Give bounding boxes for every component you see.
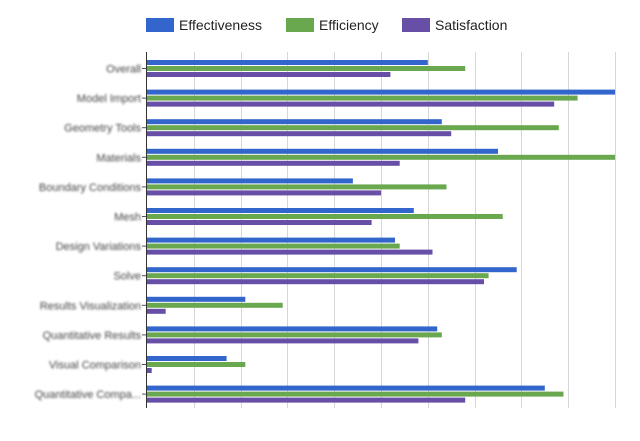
category-label: Quantitative Results xyxy=(43,330,142,342)
legend-item-0: Effectiveness xyxy=(146,17,262,33)
bar xyxy=(147,154,615,160)
y-axis xyxy=(142,52,147,408)
bar xyxy=(147,267,517,273)
legend-swatch xyxy=(146,18,174,32)
legend-item-2: Satisfaction xyxy=(402,17,507,33)
bar xyxy=(147,60,428,65)
legend-label: Efficiency xyxy=(319,17,379,33)
bar xyxy=(147,332,442,338)
bar xyxy=(147,391,564,397)
category-label: Results Visualization xyxy=(40,300,141,312)
bars xyxy=(147,60,615,403)
gridlines xyxy=(194,52,616,408)
bar xyxy=(147,101,555,107)
category-label: Model Import xyxy=(77,93,141,105)
bar xyxy=(147,385,545,391)
bar xyxy=(147,220,372,225)
bar xyxy=(147,302,283,308)
bar xyxy=(147,249,433,255)
legend: Effectiveness Efficiency Satisfaction xyxy=(146,17,507,33)
bar xyxy=(147,362,246,367)
category-label: Materials xyxy=(96,152,141,164)
bar xyxy=(147,243,400,249)
category-label: Mesh xyxy=(114,212,141,224)
legend-swatch xyxy=(286,18,314,32)
bar xyxy=(147,72,391,77)
bar xyxy=(147,214,503,219)
category-label: Quantitative Compa... xyxy=(35,389,141,401)
bar xyxy=(147,273,489,279)
bar xyxy=(147,184,447,190)
bar xyxy=(147,89,615,95)
bar xyxy=(147,178,353,184)
legend-label: Satisfaction xyxy=(435,17,507,33)
bar xyxy=(147,308,166,314)
bar xyxy=(147,356,227,361)
legend-label: Effectiveness xyxy=(179,17,262,33)
category-labels: Overall Model Import Geometry Tools Materia… xyxy=(35,64,142,402)
bar xyxy=(147,190,381,196)
category-label: Design Variations xyxy=(56,241,142,253)
category-label: Visual Comparison xyxy=(49,360,141,372)
bar xyxy=(147,368,152,373)
legend-item-1: Efficiency xyxy=(286,17,379,33)
bar xyxy=(147,95,578,101)
bar xyxy=(147,131,452,137)
bar xyxy=(147,119,442,125)
bar xyxy=(147,279,484,285)
bar xyxy=(147,208,414,213)
bar xyxy=(147,237,395,243)
bar xyxy=(147,148,498,154)
category-label: Geometry Tools xyxy=(64,123,141,135)
category-label: Overall xyxy=(106,64,141,76)
bar xyxy=(147,326,438,332)
bar xyxy=(147,160,400,166)
bar xyxy=(147,296,246,302)
bar xyxy=(147,338,419,344)
bar xyxy=(147,125,559,131)
legend-swatch xyxy=(402,18,430,32)
category-label: Solve xyxy=(113,271,141,283)
bar xyxy=(147,66,466,71)
bar xyxy=(147,397,466,403)
category-label: Boundary Conditions xyxy=(39,182,142,194)
